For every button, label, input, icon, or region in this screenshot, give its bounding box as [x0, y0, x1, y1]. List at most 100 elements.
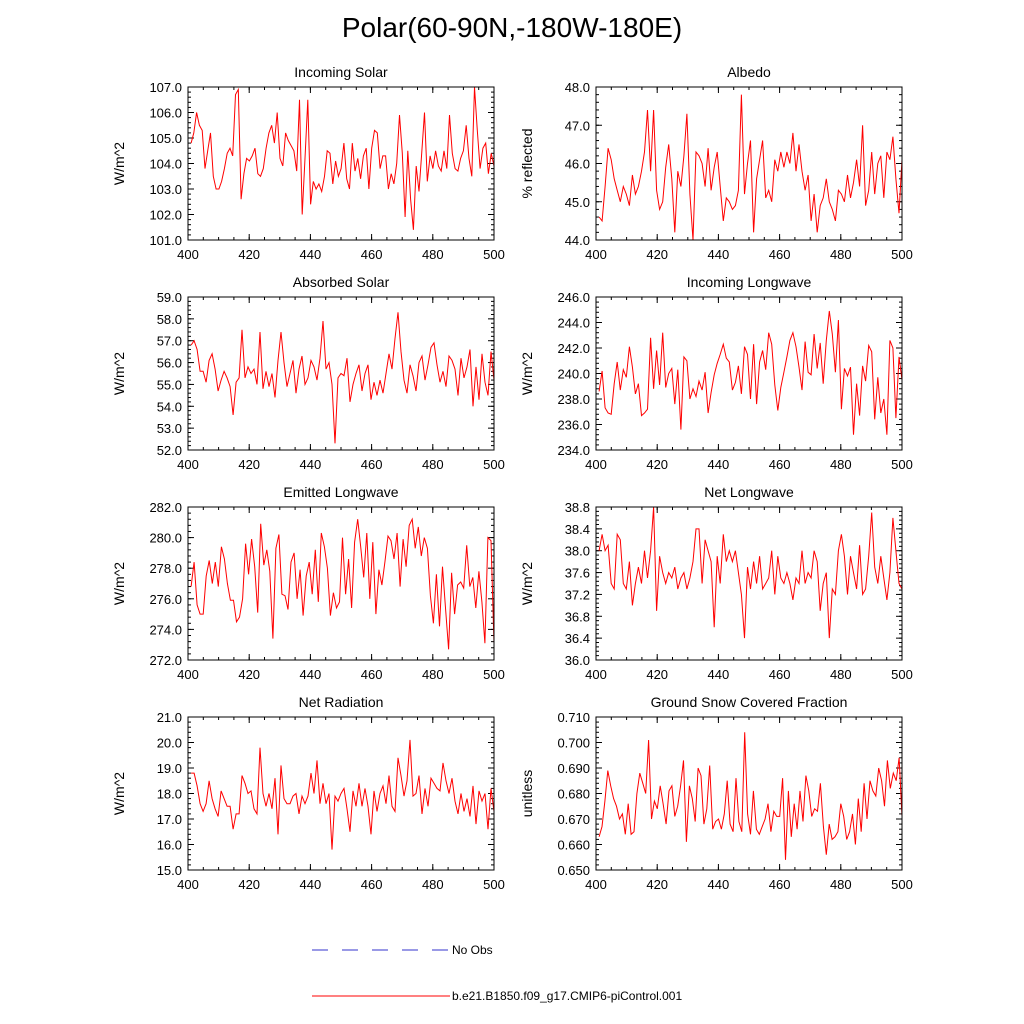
panel-title: Albedo	[727, 64, 771, 80]
x-tick-label: 500	[891, 247, 913, 262]
series-line	[190, 517, 495, 650]
y-tick-label: 0.680	[557, 787, 590, 802]
y-tick-label: 46.0	[565, 157, 590, 172]
x-tick-label: 460	[769, 877, 791, 892]
x-tick-label: 460	[769, 247, 791, 262]
y-tick-label: 106.0	[149, 106, 182, 121]
x-tick-label: 440	[300, 877, 322, 892]
x-tick-label: 440	[300, 247, 322, 262]
x-tick-label: 400	[177, 667, 199, 682]
y-tick-label: 282.0	[149, 500, 182, 515]
y-tick-label: 48.0	[565, 80, 590, 95]
panel-title: Ground Snow Covered Fraction	[651, 694, 848, 710]
series-line	[598, 732, 903, 860]
x-tick-label: 440	[708, 247, 730, 262]
x-tick-label: 400	[177, 877, 199, 892]
panel-title: Net Longwave	[704, 484, 794, 500]
plot-frame	[595, 86, 903, 241]
y-tick-label: 36.8	[565, 609, 590, 624]
panel-title: Incoming Longwave	[687, 274, 812, 290]
x-tick-label: 480	[422, 457, 444, 472]
x-tick-label: 500	[483, 457, 505, 472]
y-tick-label: 246.0	[557, 290, 590, 305]
y-tick-label: 37.2	[565, 587, 590, 602]
x-tick-label: 440	[708, 667, 730, 682]
x-tick-label: 420	[238, 247, 260, 262]
plot-frame	[187, 716, 495, 871]
x-tick-label: 440	[708, 877, 730, 892]
y-tick-label: 21.0	[157, 710, 182, 725]
y-tick-label: 101.0	[149, 233, 182, 248]
y-tick-label: 55.0	[157, 377, 182, 392]
y-tick-label: 56.0	[157, 356, 182, 371]
x-tick-label: 460	[361, 667, 383, 682]
x-tick-label: 460	[361, 247, 383, 262]
series-line	[190, 312, 495, 444]
x-tick-label: 460	[361, 877, 383, 892]
y-tick-label: 103.0	[149, 182, 182, 197]
chart-panel: 400 420 440 460 480 500 15.0 16.0 17.0 18.0 19.0 20…	[111, 694, 505, 892]
y-axis-label: W/m^2	[519, 562, 535, 605]
x-tick-label: 400	[585, 247, 607, 262]
plot-frame	[595, 716, 903, 871]
panel-title: Incoming Solar	[294, 64, 388, 80]
series-line	[191, 739, 495, 850]
x-tick-label: 420	[238, 457, 260, 472]
y-tick-label: 0.700	[557, 736, 590, 751]
x-tick-label: 460	[769, 667, 791, 682]
x-tick-label: 460	[769, 457, 791, 472]
y-tick-label: 238.0	[557, 392, 590, 407]
y-tick-label: 104.0	[149, 157, 182, 172]
x-tick-label: 440	[708, 457, 730, 472]
x-tick-label: 400	[585, 457, 607, 472]
x-tick-label: 500	[483, 247, 505, 262]
y-tick-label: 37.6	[565, 566, 590, 581]
panel-title: Absorbed Solar	[293, 274, 390, 290]
x-tick-label: 440	[300, 457, 322, 472]
y-tick-label: 105.0	[149, 131, 182, 146]
x-tick-label: 400	[585, 667, 607, 682]
x-tick-label: 480	[830, 457, 852, 472]
y-tick-label: 38.0	[565, 544, 590, 559]
y-tick-label: 16.0	[157, 838, 182, 853]
chart-panel: 400 420 440 460 480 500 44.0 45.0 46.0 47.0 48.0 Al…	[519, 64, 913, 262]
page-title: Polar(60-90N,-180W-180E)	[341, 12, 683, 43]
x-tick-label: 420	[238, 877, 260, 892]
y-tick-label: 102.0	[149, 208, 182, 223]
x-tick-label: 480	[422, 247, 444, 262]
y-axis-label: W/m^2	[111, 142, 127, 185]
chart-panel: 400 420 440 460 480 500 234.0 236.0 238.0 240.0 24…	[519, 274, 913, 472]
y-tick-label: 18.0	[157, 787, 182, 802]
x-tick-label: 480	[830, 877, 852, 892]
chart-panel: 400 420 440 460 480 500 52.0 53.0 54.0 55.0 56.0 57…	[111, 274, 505, 472]
x-tick-label: 400	[177, 247, 199, 262]
x-tick-label: 500	[891, 877, 913, 892]
x-tick-label: 480	[422, 877, 444, 892]
legend-label-model: b.e21.B1850.f09_g17.CMIP6-piControl.001	[452, 989, 682, 1003]
y-tick-label: 54.0	[157, 399, 182, 414]
y-tick-label: 236.0	[557, 418, 590, 433]
x-tick-label: 400	[177, 457, 199, 472]
y-tick-label: 59.0	[157, 290, 182, 305]
y-tick-label: 57.0	[157, 334, 182, 349]
plot-frame	[187, 506, 495, 661]
chart-panel: 400 420 440 460 480 500 36.0 36.4 36.8 37.2 37.6 38…	[519, 484, 913, 682]
x-tick-label: 500	[891, 457, 913, 472]
x-tick-label: 500	[891, 667, 913, 682]
panel-title: Emitted Longwave	[283, 484, 398, 500]
series-line	[598, 94, 903, 241]
series-line	[598, 506, 903, 639]
plot-frame	[187, 86, 495, 241]
x-tick-label: 500	[483, 667, 505, 682]
legend-label-obs: No Obs	[452, 943, 493, 957]
y-tick-label: 0.690	[557, 761, 590, 776]
chart-panel: 400 420 440 460 480 500 272.0 274.0 276.0 278.0 28…	[111, 484, 505, 682]
y-tick-label: 107.0	[149, 80, 182, 95]
y-tick-label: 0.670	[557, 812, 590, 827]
x-tick-label: 400	[585, 877, 607, 892]
y-tick-label: 0.650	[557, 863, 590, 878]
x-tick-label: 480	[830, 247, 852, 262]
y-tick-label: 44.0	[565, 233, 590, 248]
y-tick-label: 15.0	[157, 863, 182, 878]
y-tick-label: 280.0	[149, 531, 182, 546]
